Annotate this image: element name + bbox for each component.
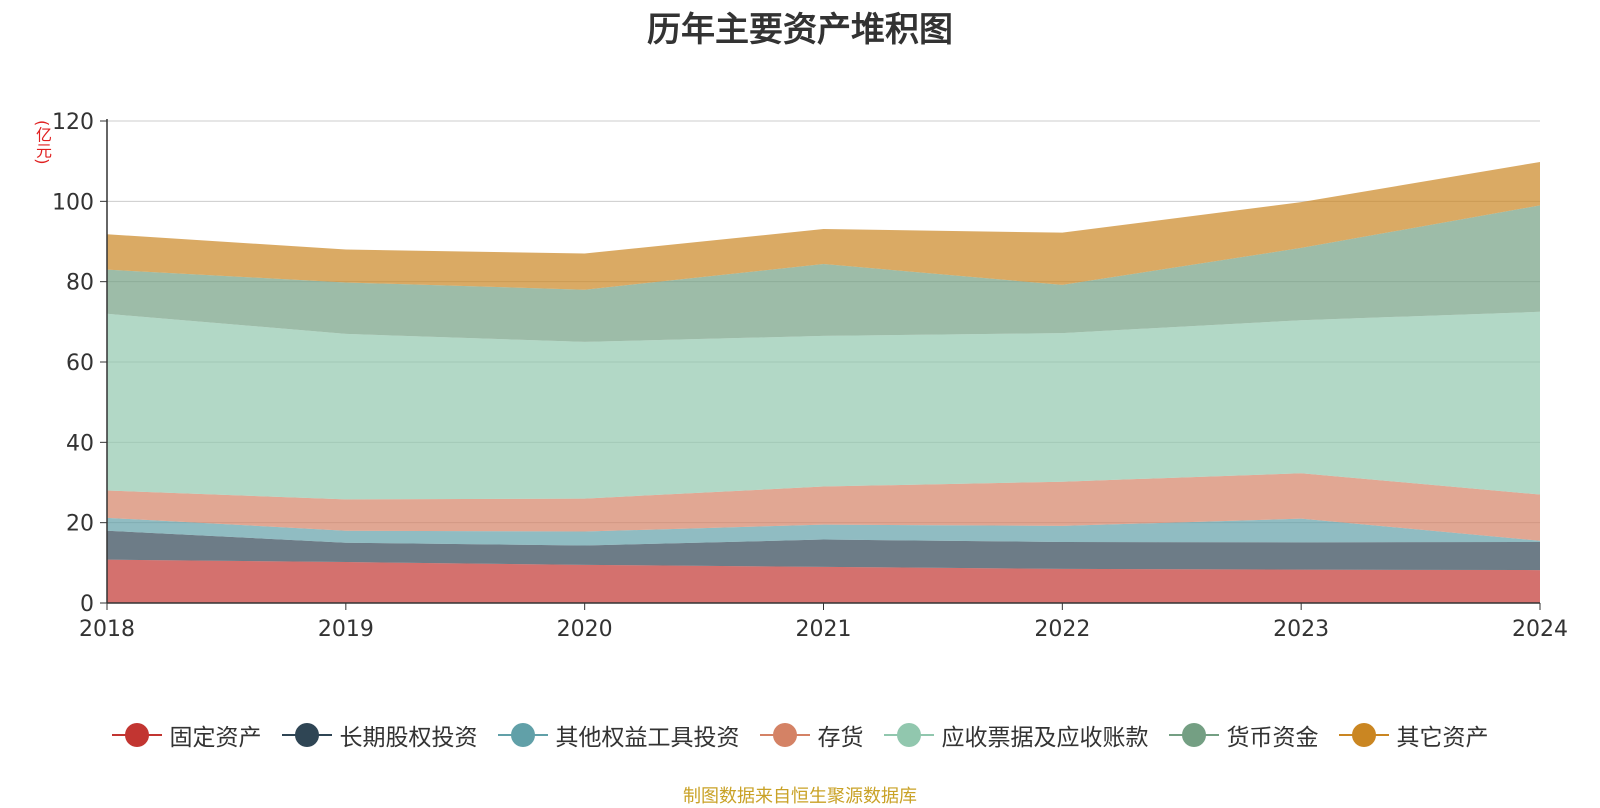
x-tick-label-2023: 2023 [1273,617,1329,642]
area-series-5 [107,205,1540,342]
y-tick-label-100: 100 [52,190,94,215]
area-series-1 [107,530,1540,571]
y-tick-label-40: 40 [66,431,94,456]
area-series-group [107,161,1540,603]
x-tick-label-2018: 2018 [79,617,135,642]
y-tick-label-60: 60 [66,351,94,376]
legend-item-3[interactable]: 存货 [759,718,864,752]
legend-marker-icon [759,723,810,747]
area-series-6 [107,161,1540,290]
legend-marker-icon [1338,723,1389,747]
legend-label: 其他权益工具投资 [555,725,740,751]
legend-marker-icon [497,723,548,747]
y-tick-label-0: 0 [80,592,94,617]
area-series-3 [107,473,1540,541]
legend-label: 其它资产 [1396,725,1489,751]
legend-marker-icon [1168,723,1219,747]
x-tick-label-2020: 2020 [557,617,613,642]
legend-item-0[interactable]: 固定资产 [111,718,262,752]
legend-label: 货币资金 [1226,725,1319,751]
area-series-4 [107,311,1540,500]
legend-label: 固定资产 [169,725,262,751]
legend-marker-icon [111,723,162,747]
x-tick-label-2024: 2024 [1512,617,1568,642]
x-tick-label-2019: 2019 [318,617,374,642]
y-axis-unit-label: (亿元) [33,120,52,165]
legend-marker-icon [281,723,332,747]
legend-item-5[interactable]: 货币资金 [1168,718,1319,752]
legend-item-4[interactable]: 应收票据及应收账款 [883,718,1149,752]
chart-title: 历年主要资产堆积图 [647,10,953,50]
legend-label: 存货 [817,725,864,751]
legend-item-1[interactable]: 长期股权投资 [281,718,478,752]
area-series-0 [107,559,1540,603]
x-tick-label-2022: 2022 [1034,617,1090,642]
x-tick-label-2021: 2021 [796,617,852,642]
axes: 0 20 40 60 80 100 120 2018 2019 2020 2021 2022 2023 2… [52,110,1568,642]
data-source-footer: 制图数据来自恒生聚源数据库 [683,786,917,807]
area-series-2 [107,517,1540,546]
legend: 固定资产 长期股权投资 其他权益工具投资 存货 应收票据及应收账款 货币资金 其它资产 [0,718,1600,752]
y-tick-label-120: 120 [52,110,94,135]
y-tick-label-80: 80 [66,271,94,296]
legend-item-2[interactable]: 其他权益工具投资 [497,718,740,752]
legend-marker-icon [883,723,934,747]
legend-label: 长期股权投资 [339,725,478,751]
legend-item-6[interactable]: 其它资产 [1338,718,1489,752]
legend-label: 应收票据及应收账款 [941,725,1149,751]
stacked-area-chart: 0 20 40 60 80 100 120 2018 2019 2020 2021 2022 2023 2… [52,110,1568,642]
y-tick-label-20: 20 [66,512,94,537]
